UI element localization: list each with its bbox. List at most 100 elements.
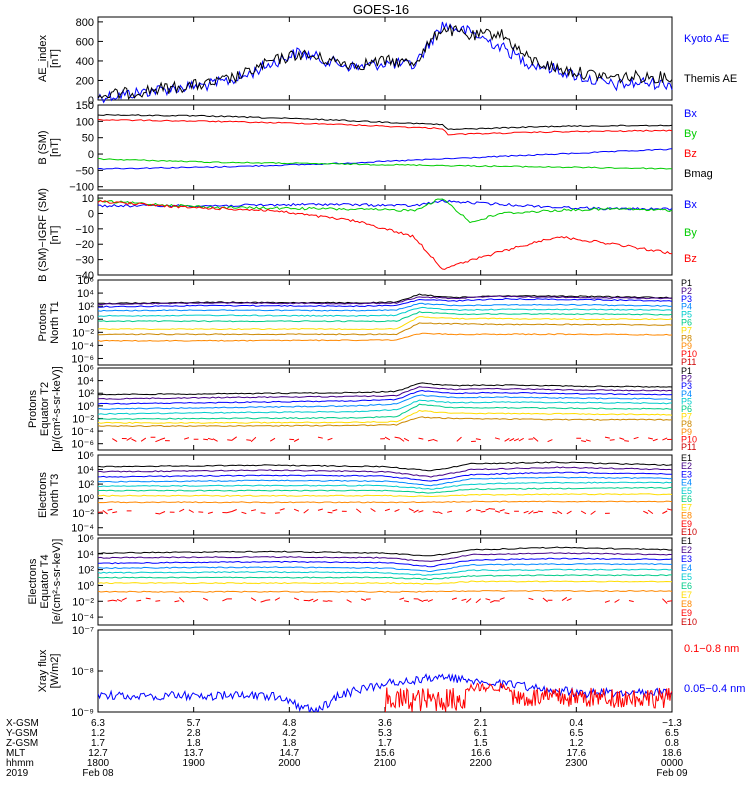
bsm-panel-y-axis-label: B (SM)	[37, 130, 49, 164]
protons-t1-series	[97, 306, 673, 317]
x-axis-value: 1900	[183, 758, 206, 769]
electrons-t3-series	[97, 493, 673, 498]
protons-t1-y-tick-label: 10⁻²	[72, 327, 94, 339]
protons-t2-y-tick-label: 10⁻²	[72, 413, 94, 425]
x-axis-value: 1.7	[91, 738, 105, 749]
ae-panel-y-tick-label: 400	[76, 56, 94, 68]
electrons-t3-series	[98, 486, 673, 494]
protons-t2-legend-p10: P10	[681, 434, 697, 444]
electrons-t3-legend-e5: E5	[681, 486, 692, 496]
ae-legend-kyoto: Kyoto AE	[684, 33, 729, 45]
protons-t2-y-tick-label: 10²	[78, 388, 94, 400]
x-axis-value: 17.6	[567, 748, 587, 759]
protons-t1-legend-p4: P4	[681, 302, 692, 312]
x-axis-value: 2200	[470, 758, 493, 769]
electrons-t4-legend-e5: E5	[681, 572, 692, 582]
x-axis-value: 2100	[374, 758, 397, 769]
electrons-t4-y-axis-label: [e/(cm²-s-sr-keV)]	[51, 539, 63, 625]
protons-t2-series	[97, 403, 673, 420]
panel-xray-flux: 10⁻⁷ 10⁻⁸ 10⁻⁹ Xray flux [W/m2] 0.1−0.8 nm 0.0…	[37, 625, 745, 719]
protons-t1-legend-p8: P8	[681, 333, 692, 343]
x-axis-value: 6.5	[665, 728, 679, 739]
protons-t1-series	[97, 332, 673, 342]
x-axis-value: 4.2	[282, 728, 296, 739]
protons-t1-legend-p9: P9	[681, 341, 692, 351]
electrons-t4-legend-e7: E7	[681, 590, 692, 600]
protons-t2-legend-p11: P11	[681, 442, 696, 452]
protons-t2-legend-p1: P1	[681, 366, 692, 376]
protons-t1-y-tick-label: 10⁴	[77, 288, 94, 300]
bsm-panel-y-tick-label: −50	[75, 165, 94, 177]
bsm-legend-bz: Bz	[684, 148, 697, 160]
protons-t1-frame	[97, 279, 673, 366]
protons-t2-legend-p2: P2	[681, 374, 692, 384]
x-axis-row-label: 2019	[6, 768, 29, 779]
ae-panel-y-tick-label: 0	[88, 95, 94, 107]
electrons-t4-legend-e8: E8	[681, 599, 692, 609]
x-axis-value: 2000	[278, 758, 301, 769]
protons-t2-legend-p9: P9	[681, 427, 692, 437]
electrons-t3-series	[97, 466, 673, 478]
bigrf-series-bz	[97, 200, 672, 270]
electrons-t4-legend-e6: E6	[681, 581, 692, 591]
bsm-legend-bmag: Bmag	[684, 168, 713, 180]
protons-t1-y-axis-label: Protons	[37, 303, 49, 341]
electrons-t4-y-tick-label: 10⁻⁴	[71, 612, 94, 624]
protons-t2-legend-p5: P5	[681, 396, 692, 406]
protons-t1-y-tick-label: 10⁻⁶	[71, 353, 94, 365]
x-axis-value: 1.2	[91, 728, 105, 739]
electrons-t3-y-tick-label: 10⁻⁴	[71, 523, 94, 535]
electrons-t4-y-tick-label: 10⁶	[77, 533, 94, 545]
ae-legend-themis: Themis AE	[684, 73, 737, 85]
electrons-t4-series	[97, 552, 673, 562]
x-axis-value: 2300	[565, 758, 588, 769]
x-axis-value: 2.1	[474, 718, 488, 729]
electrons-t4-legend-e1: E1	[681, 536, 692, 546]
x-axis-row-label: Z-GSM	[6, 738, 38, 749]
protons-t2-series	[97, 382, 673, 396]
protons-t2-y-tick-label: 10⁻⁶	[71, 439, 94, 451]
x-axis-row-label: hhmm	[6, 758, 34, 769]
bsm-panel-frame	[97, 104, 673, 191]
bsm-legend-bx: Bx	[684, 108, 697, 120]
protons-t1-legend-p1: P1	[681, 278, 692, 288]
x-axis-date: Feb 09	[656, 768, 688, 779]
xray-series-long	[384, 682, 672, 712]
protons-t1-y-tick-label: 10⁶	[77, 275, 94, 287]
electrons-t3-series	[97, 471, 673, 482]
x-axis-value: 4.8	[282, 718, 296, 729]
protons-t2-series	[97, 394, 673, 410]
electrons-t3-y-tick-label: 10⁶	[77, 450, 94, 462]
electrons-t4-series	[97, 580, 673, 585]
x-axis-value: 14.7	[280, 748, 300, 759]
electrons-t3-legend-e7: E7	[681, 502, 692, 512]
x-axis-value: 0000	[661, 758, 684, 769]
bigrf-legend-by: By	[684, 227, 697, 239]
xray-panel-y-tick-label: 10⁻⁹	[71, 707, 94, 719]
electrons-t3-series	[97, 507, 673, 515]
protons-t1-series	[97, 302, 673, 312]
bigrf-panel-y-tick-label: 10	[82, 193, 94, 205]
bsm-series-by	[97, 157, 672, 170]
bsm-panel-y-tick-label: −100	[69, 182, 94, 194]
electrons-t3-legend-e2: E2	[681, 461, 692, 471]
electrons-t4-series	[98, 546, 673, 557]
x-axis-value: 0.4	[569, 718, 583, 729]
xray-panel-y-tick-label: 10⁻⁸	[71, 666, 94, 678]
protons-t2-y-tick-label: 10⁰	[77, 401, 94, 413]
bigrf-legend-bx: Bx	[684, 199, 697, 211]
x-axis-ephemeris: X-GSMY-GSMZ-GSMMLThhmm20196.31.21.712.71…	[6, 718, 688, 779]
electrons-t3-series	[97, 500, 673, 504]
electrons-t4-y-tick-label: 10⁻²	[72, 596, 94, 608]
protons-t2-legend-p3: P3	[681, 381, 692, 391]
panel-b-sm: 150 100 50 0 −50 −100 B (SM) [nT] Bx By Bz Bmag	[37, 100, 713, 194]
x-axis-value: 13.7	[184, 748, 204, 759]
panel-electrons-equator-t4: 10⁶ 10⁴ 10² 10⁰ 10⁻² 10⁻⁴ Electrons Equator T4[…	[27, 533, 697, 627]
electrons-t4-y-tick-label: 10⁰	[77, 580, 94, 592]
protons-t2-y-axis-label: [p/(cm²-s-sr-keV)]	[51, 366, 63, 452]
ae-series-themis	[97, 24, 673, 100]
ae-panel-y-axis-label: AE_index	[37, 34, 49, 82]
protons-t1-series	[97, 322, 673, 336]
x-axis-value: 1.5	[474, 738, 488, 749]
